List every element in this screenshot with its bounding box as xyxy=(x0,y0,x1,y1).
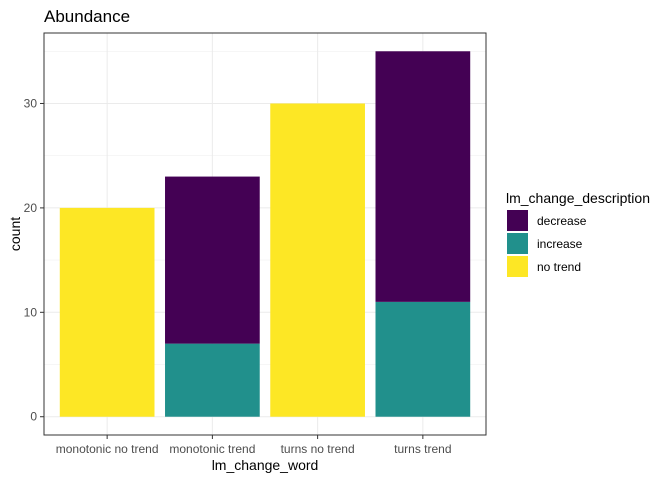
plot-border xyxy=(43,32,487,436)
chart-title: Abundance xyxy=(44,7,130,26)
legend-title: lm_change_description xyxy=(506,190,650,206)
y-axis-title: count xyxy=(7,217,23,251)
bar-increase xyxy=(375,301,471,417)
y-tick-label: 0 xyxy=(30,410,37,424)
x-tick-label: monotonic trend xyxy=(169,442,255,456)
x-tick-label: turns trend xyxy=(394,442,451,456)
x-axis: monotonic no trend monotonic trend turns n… xyxy=(56,435,452,456)
bar-no-trend xyxy=(59,207,155,417)
bar-increase xyxy=(165,343,260,417)
legend-key-decrease xyxy=(507,210,528,231)
bar-decrease xyxy=(165,176,260,344)
bar-no-trend xyxy=(270,103,365,417)
bar-decrease xyxy=(375,51,471,302)
legend-key-increase xyxy=(507,233,528,254)
y-tick-label: 20 xyxy=(24,201,38,215)
x-axis-title: lm_change_word xyxy=(212,457,319,473)
legend-label: increase xyxy=(537,237,583,251)
x-tick-label: monotonic no trend xyxy=(56,442,159,456)
legend-label: decrease xyxy=(537,214,587,228)
y-tick-label: 10 xyxy=(24,305,38,319)
x-tick-label: turns no trend xyxy=(281,442,355,456)
bars xyxy=(59,51,471,417)
legend-label: no trend xyxy=(537,260,581,274)
y-axis: 0 10 20 30 xyxy=(24,96,44,424)
legend-key-no-trend xyxy=(507,256,528,277)
y-tick-label: 30 xyxy=(24,96,38,110)
legend: lm_change_description decrease increase no… xyxy=(506,190,650,277)
